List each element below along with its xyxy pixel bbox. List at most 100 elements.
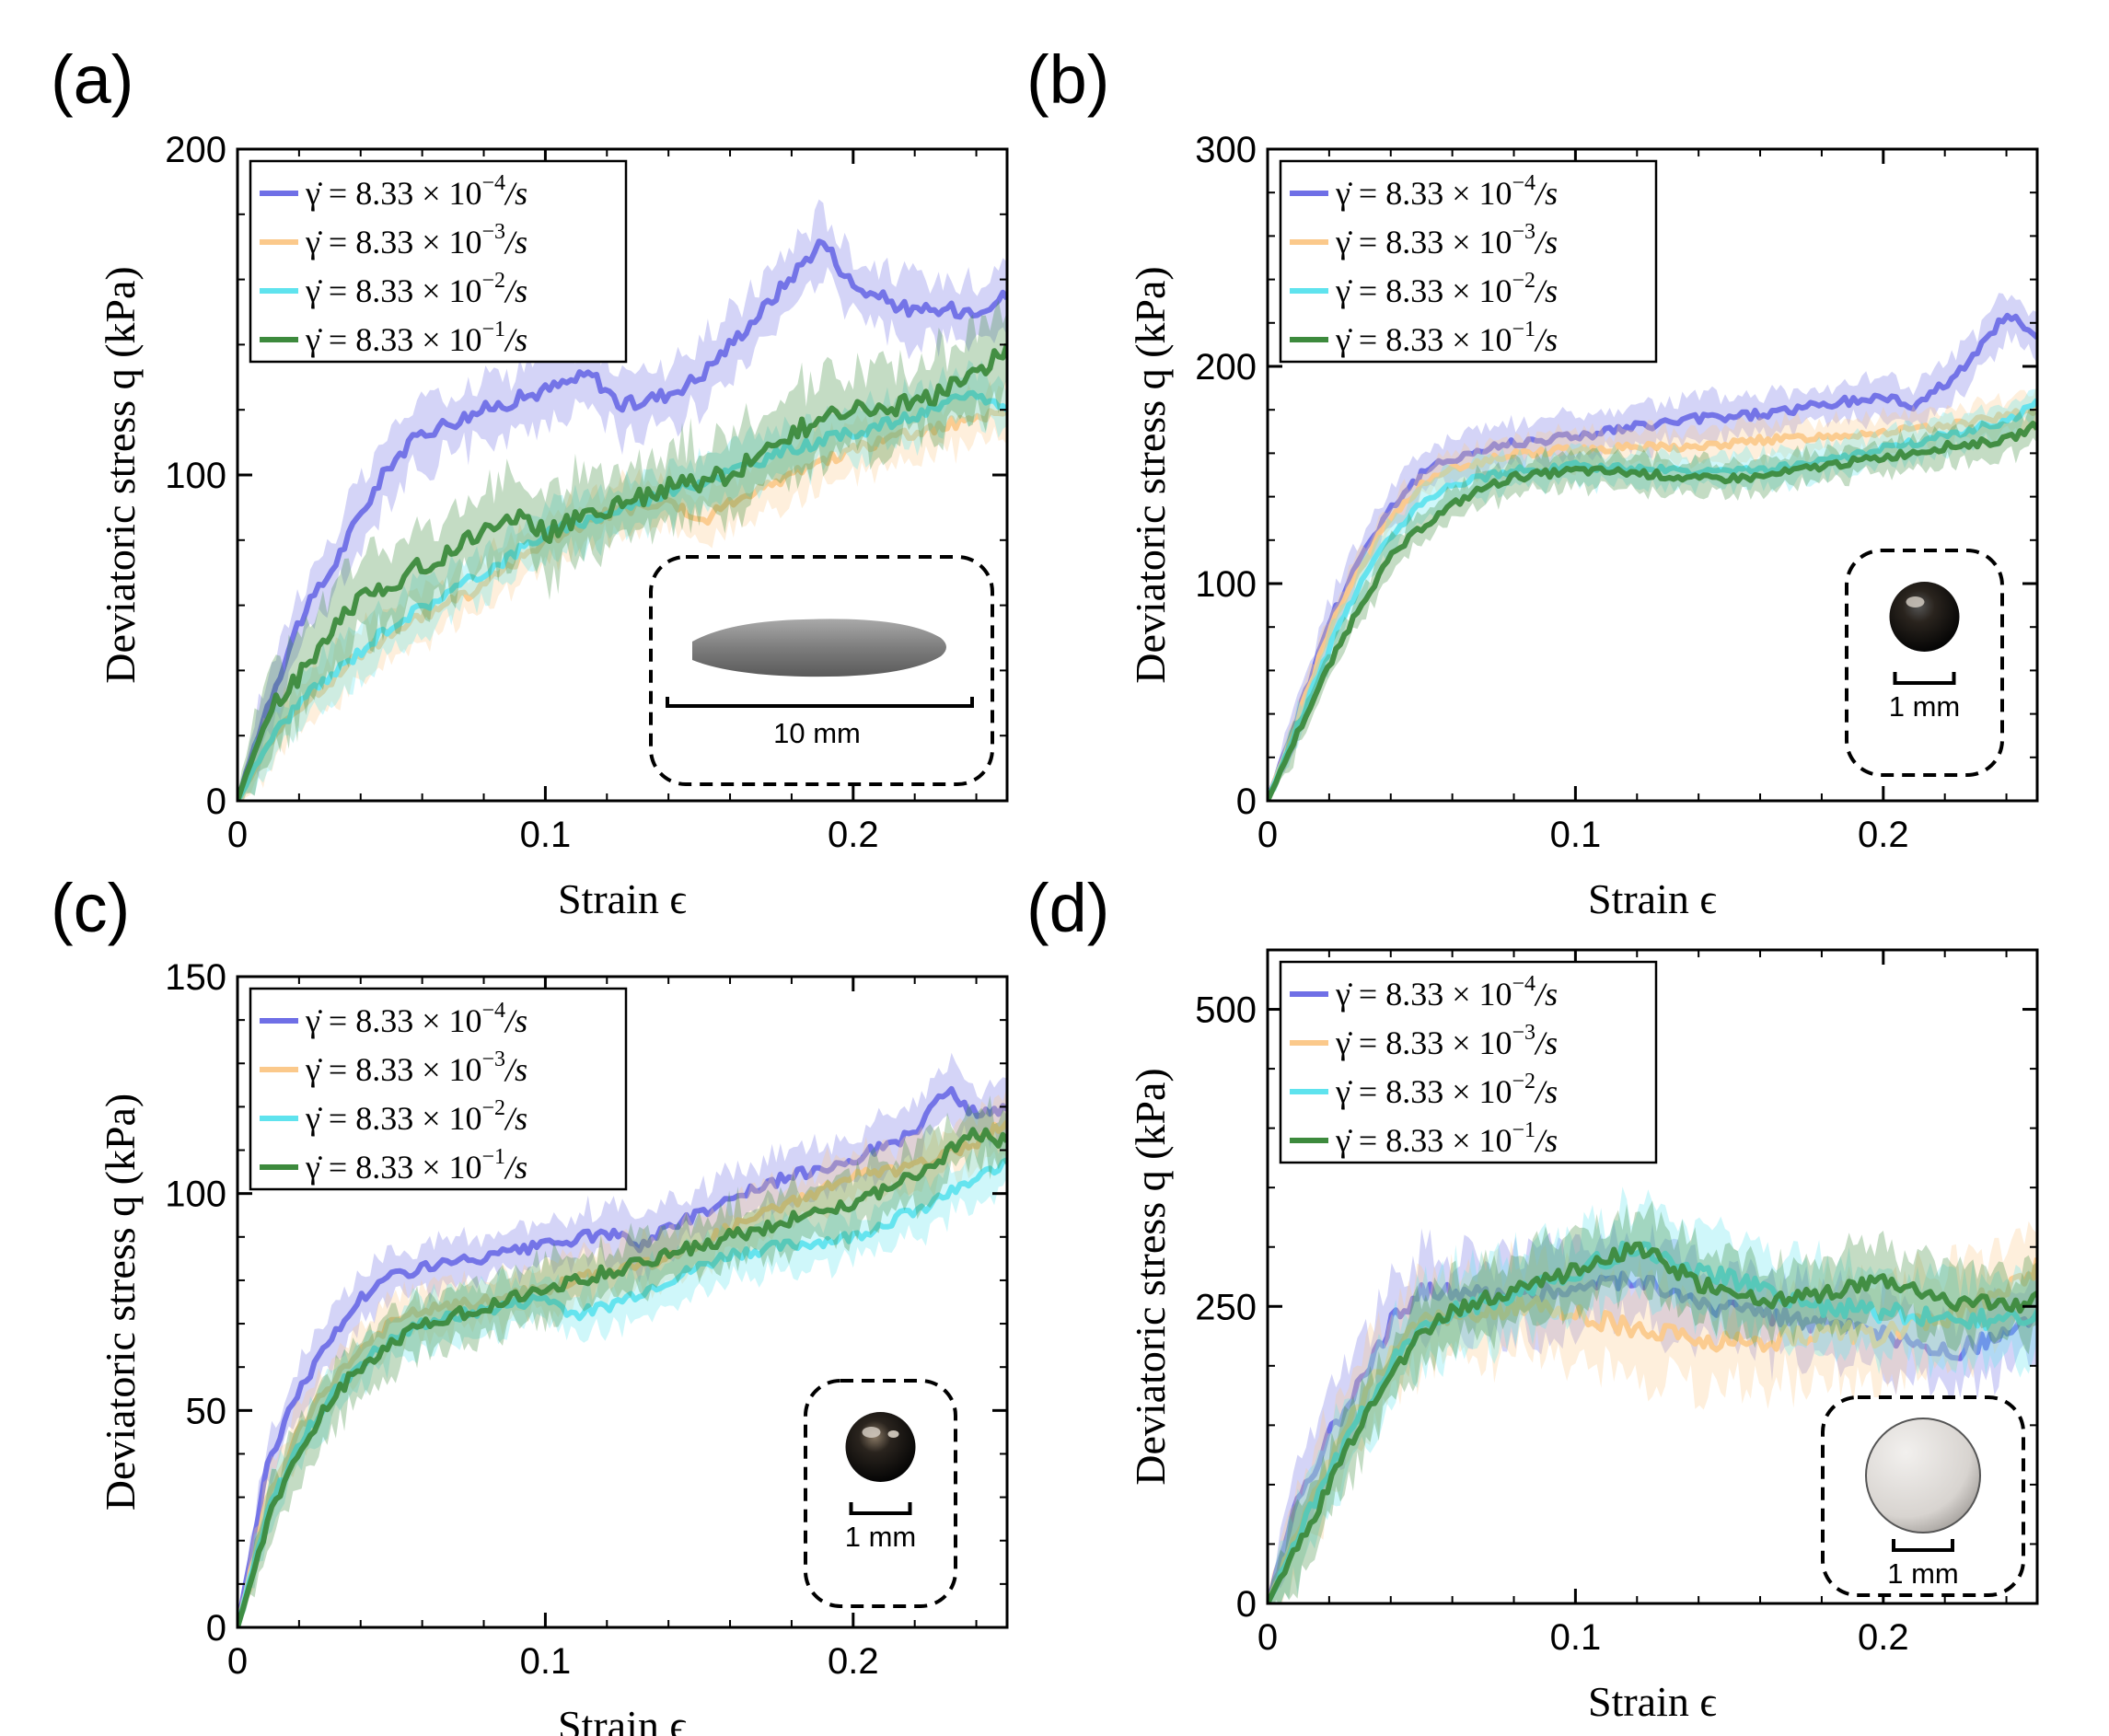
x-tick-label: 0 xyxy=(227,1641,248,1682)
panel-label: (d) xyxy=(1026,870,1109,946)
x-tick-label: 0.1 xyxy=(1550,815,1602,855)
legend-exponent: −1 xyxy=(482,1145,506,1169)
panel-a: (a) 0 0.1 0.2 0 100 200 Strain ϵ Deviatoric stre… xyxy=(51,41,1009,922)
y-tick-label: 50 xyxy=(186,1391,227,1431)
legend-entry-1: γ̇ = 8.33 × 10−4/s xyxy=(1335,171,1558,212)
legend-rate: γ̇ = 8.33 × 10 xyxy=(1335,1122,1512,1159)
legend-unit: /s xyxy=(1534,272,1558,309)
y-tick-label: 150 xyxy=(165,957,226,998)
y-axis-title: Deviatoric stress q (kPa) xyxy=(97,266,144,684)
plot-area xyxy=(1268,293,2037,801)
x-axis-title: Strain ϵ xyxy=(558,1702,687,1736)
specimen-image xyxy=(1865,1418,1981,1533)
legend-rate: γ̇ = 8.33 × 10 xyxy=(305,1002,482,1039)
legend-rate: γ̇ = 8.33 × 10 xyxy=(305,224,482,260)
legend-box xyxy=(249,987,628,1191)
x-tick-label: 0 xyxy=(227,815,248,855)
legend-exponent: −3 xyxy=(482,1047,506,1071)
y-tick-label: 100 xyxy=(165,456,226,496)
x-tick-label: 0.1 xyxy=(520,815,572,855)
legend-unit: /s xyxy=(504,175,527,212)
scale-label: 1 mm xyxy=(845,1521,917,1553)
legend-exponent: −4 xyxy=(1512,972,1536,996)
legend-entry-3: γ̇ = 8.33 × 10−2/s xyxy=(305,269,527,309)
legend-exponent: −1 xyxy=(482,318,506,341)
series-band-1 xyxy=(1268,293,2037,801)
legend-rate: γ̇ = 8.33 × 10 xyxy=(1335,1024,1512,1061)
y-tick-label: 0 xyxy=(206,781,226,822)
legend-unit: /s xyxy=(504,1051,527,1088)
x-tick-label: 0.1 xyxy=(520,1641,572,1682)
legend-exponent: −3 xyxy=(482,220,506,244)
series-line-1 xyxy=(1268,312,2037,801)
legend-unit: /s xyxy=(504,321,527,358)
legend-exponent: −1 xyxy=(1512,1118,1536,1142)
legend-exponent: −2 xyxy=(482,269,506,293)
legend-unit: /s xyxy=(504,1002,527,1039)
y-tick-label: 0 xyxy=(1236,781,1257,822)
legend-unit: /s xyxy=(1534,1122,1558,1159)
axes-frame xyxy=(1266,147,2039,803)
specimen-image xyxy=(1889,582,1960,652)
plot-area xyxy=(238,1052,1007,1627)
legend-unit: /s xyxy=(504,1149,527,1186)
series-line-1 xyxy=(238,238,1007,801)
y-tick-label: 100 xyxy=(1195,564,1257,605)
series-band-4 xyxy=(238,1095,1007,1627)
y-tick-label: 300 xyxy=(1195,130,1257,170)
panel-b: (b) 0 0.1 0.2 0 100 200 300 Strain ϵ Deviatoric s… xyxy=(1026,41,2039,922)
legend-exponent: −3 xyxy=(1512,1021,1536,1045)
series-band-2 xyxy=(238,376,1007,801)
scale-label: 1 mm xyxy=(1889,690,1961,723)
y-axis-title: Deviatoric stress q (kPa) xyxy=(1127,1068,1174,1486)
x-axis-title: Strain ϵ xyxy=(1588,875,1717,922)
legend-rate: γ̇ = 8.33 × 10 xyxy=(1335,224,1512,260)
series-band-3 xyxy=(1268,388,2037,801)
legend-entry-4: γ̇ = 8.33 × 10−1/s xyxy=(1335,1118,1558,1159)
series-line-4 xyxy=(1268,421,2037,801)
plot-area xyxy=(238,199,1007,801)
legend-box xyxy=(1279,159,1658,364)
y-axis-title: Deviatoric stress q (kPa) xyxy=(1127,266,1174,684)
x-axis-title: Strain ϵ xyxy=(558,875,687,922)
x-tick-label: 0.2 xyxy=(1858,815,1909,855)
y-tick-label: 200 xyxy=(165,130,226,170)
legend-entry-2: γ̇ = 8.33 × 10−3/s xyxy=(305,1047,527,1088)
legend-rate: γ̇ = 8.33 × 10 xyxy=(305,321,482,358)
panel-label: (a) xyxy=(51,41,133,118)
x-tick-label: 0.2 xyxy=(1858,1617,1909,1658)
series-band-4 xyxy=(1268,1200,2037,1603)
y-tick-label: 250 xyxy=(1195,1287,1257,1327)
scale-label: 10 mm xyxy=(773,717,861,749)
legend-entry-3: γ̇ = 8.33 × 10−2/s xyxy=(1335,269,1558,309)
series-line-1 xyxy=(238,1085,1007,1627)
legend-entry-4: γ̇ = 8.33 × 10−1/s xyxy=(305,1145,527,1186)
legend-exponent: −3 xyxy=(1512,220,1536,244)
legend-entry-2: γ̇ = 8.33 × 10−3/s xyxy=(1335,1021,1558,1061)
legend-box xyxy=(249,159,628,364)
series-line-4 xyxy=(1268,1241,2037,1603)
legend-entry-4: γ̇ = 8.33 × 10−1/s xyxy=(1335,318,1558,358)
inset-frame xyxy=(1845,549,2004,777)
legend-exponent: −4 xyxy=(482,999,506,1023)
x-axis-title: Strain ϵ xyxy=(1588,1678,1717,1725)
series-line-1 xyxy=(1268,1270,2037,1603)
axes-frame xyxy=(236,975,1009,1629)
series-line-2 xyxy=(238,1119,1007,1627)
x-tick-label: 0 xyxy=(1257,815,1278,855)
legend-rate: γ̇ = 8.33 × 10 xyxy=(1335,272,1512,309)
legend-unit: /s xyxy=(1534,321,1558,358)
legend-rate: γ̇ = 8.33 × 10 xyxy=(1335,1073,1512,1110)
legend-unit: /s xyxy=(1534,175,1558,212)
scale-bar xyxy=(849,1502,912,1515)
x-tick-label: 0.2 xyxy=(828,1641,879,1682)
legend-unit: /s xyxy=(1534,976,1558,1013)
legend-rate: γ̇ = 8.33 × 10 xyxy=(305,175,482,212)
scale-bar xyxy=(1893,672,1956,685)
series-band-1 xyxy=(238,199,1007,801)
legend-entry-3: γ̇ = 8.33 × 10−2/s xyxy=(305,1096,527,1137)
legend-entry-2: γ̇ = 8.33 × 10−3/s xyxy=(305,220,527,260)
specimen-image xyxy=(692,619,946,677)
legend-unit: /s xyxy=(1534,1073,1558,1110)
